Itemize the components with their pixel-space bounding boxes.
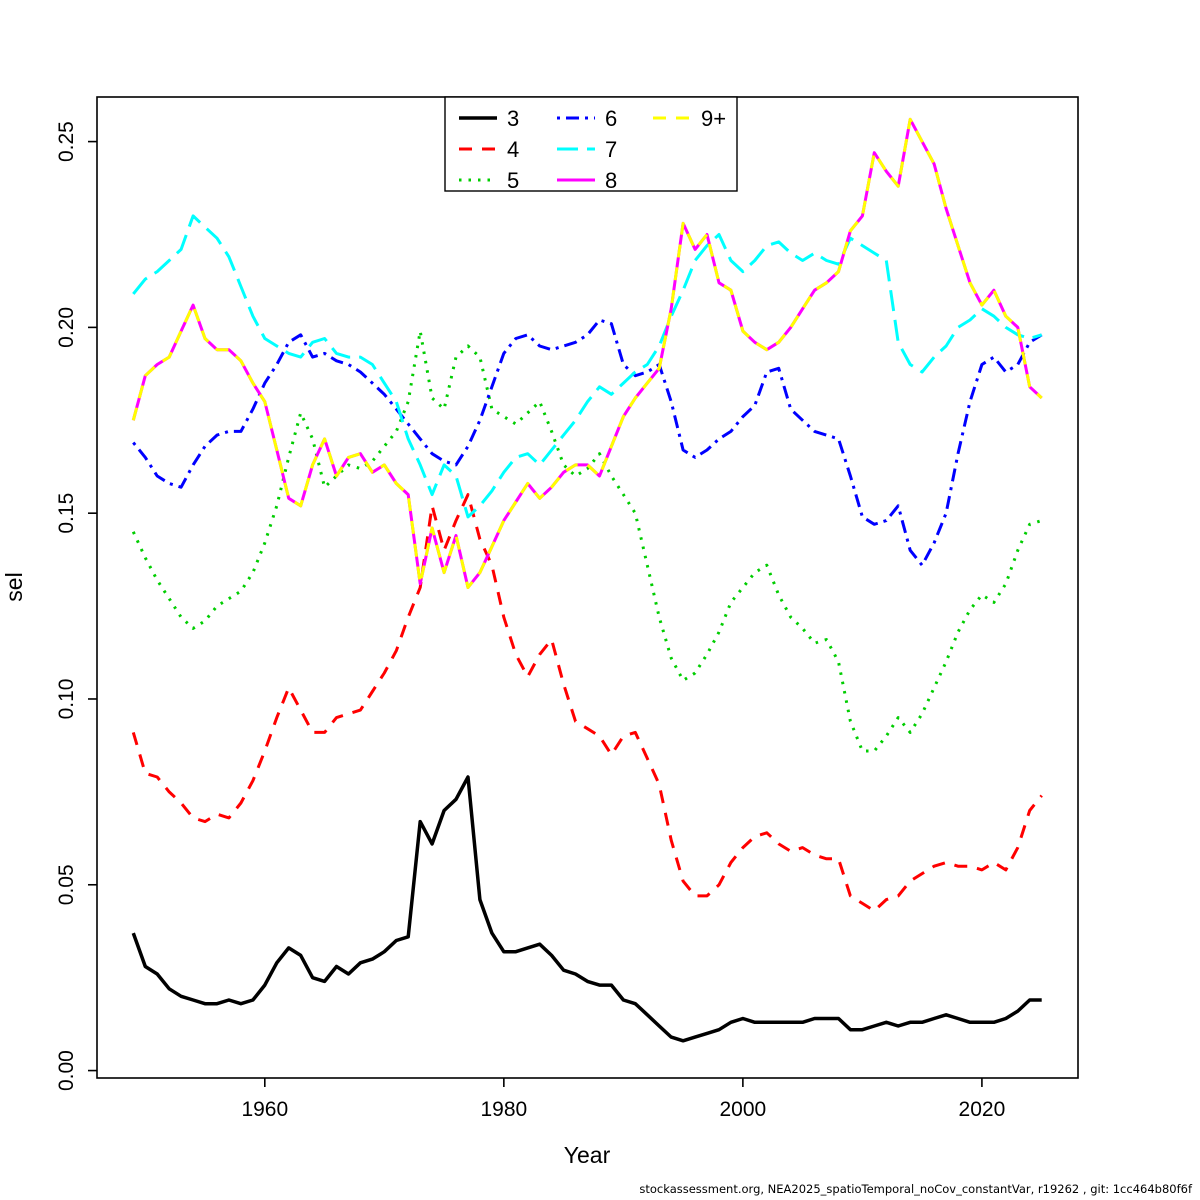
legend-label-9+: 9+: [701, 106, 726, 131]
x-tick-label: 2020: [959, 1098, 1006, 1121]
y-tick-label: 0.20: [55, 307, 78, 348]
legend-label-5: 5: [507, 168, 519, 193]
y-tick-label: 0.25: [55, 121, 78, 162]
series-line-6: [132, 318, 1043, 567]
series-line-3: [131, 775, 1042, 1043]
legend-label-8: 8: [605, 168, 617, 193]
series-line-8: [131, 117, 1043, 589]
x-tick-label: 1980: [480, 1098, 527, 1121]
legend-label-3: 3: [507, 106, 519, 131]
series-line-4: [131, 493, 1043, 913]
legend-label-7: 7: [605, 137, 617, 162]
x-tick-label: 1960: [241, 1098, 288, 1121]
series-line-5: [131, 329, 1043, 753]
legend-label-4: 4: [507, 137, 519, 162]
y-tick-label: 0.10: [55, 679, 78, 720]
y-tick-label: 0.05: [55, 864, 78, 905]
y-tick-label: 0.15: [55, 493, 78, 534]
series-line-7: [132, 214, 1043, 519]
legend-label-6: 6: [605, 106, 617, 131]
y-tick-label: 0.00: [55, 1050, 78, 1091]
y-axis-title: sel: [1, 572, 27, 601]
x-axis-title: Year: [564, 1142, 611, 1168]
x-tick-label: 2000: [720, 1098, 767, 1121]
run-footnote: stockassessment.org, NEA2025_spatioTempo…: [639, 1182, 1192, 1196]
legend-box: [444, 96, 738, 192]
